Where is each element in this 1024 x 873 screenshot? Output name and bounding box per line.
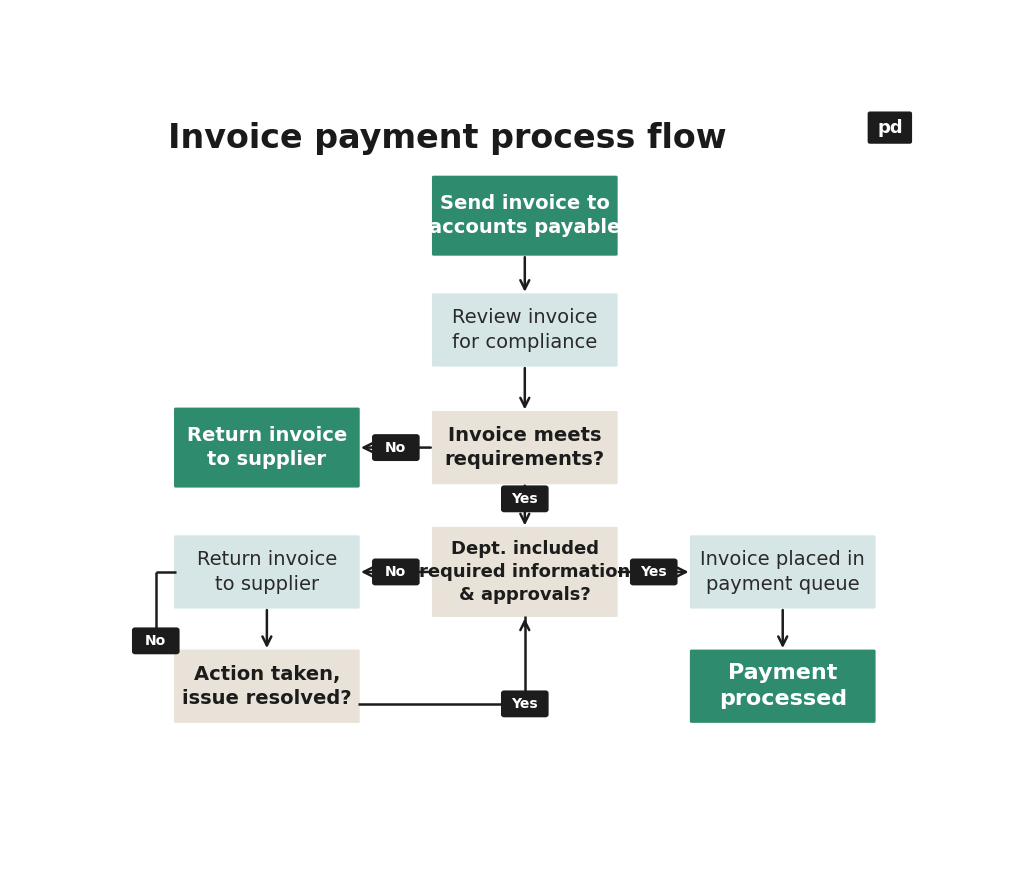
FancyBboxPatch shape (132, 628, 179, 654)
FancyBboxPatch shape (432, 527, 617, 617)
Text: Return invoice
to supplier: Return invoice to supplier (197, 550, 337, 594)
FancyBboxPatch shape (690, 650, 876, 723)
Text: Yes: Yes (511, 491, 539, 505)
FancyBboxPatch shape (501, 691, 549, 718)
FancyBboxPatch shape (432, 293, 617, 367)
Text: Dept. included
required information
& approvals?: Dept. included required information & ap… (419, 540, 631, 604)
FancyBboxPatch shape (690, 535, 876, 608)
Text: Invoice payment process flow: Invoice payment process flow (168, 121, 726, 155)
FancyBboxPatch shape (432, 175, 617, 256)
FancyBboxPatch shape (174, 650, 359, 723)
FancyBboxPatch shape (174, 535, 359, 608)
Text: Yes: Yes (640, 565, 667, 579)
FancyBboxPatch shape (432, 411, 617, 485)
Text: No: No (145, 634, 167, 648)
Text: Payment
processed: Payment processed (719, 663, 847, 709)
Text: Review invoice
for compliance: Review invoice for compliance (453, 308, 597, 352)
Text: Invoice placed in
payment queue: Invoice placed in payment queue (700, 550, 865, 594)
FancyBboxPatch shape (867, 112, 912, 144)
FancyBboxPatch shape (630, 559, 678, 586)
Text: Action taken,
issue resolved?: Action taken, issue resolved? (182, 664, 351, 708)
FancyBboxPatch shape (372, 434, 420, 461)
Text: Send invoice to
accounts payable: Send invoice to accounts payable (429, 194, 621, 237)
FancyBboxPatch shape (501, 485, 549, 512)
Text: No: No (385, 441, 407, 455)
Text: No: No (385, 565, 407, 579)
FancyBboxPatch shape (372, 559, 420, 586)
Text: pd: pd (877, 119, 903, 136)
Text: Yes: Yes (511, 697, 539, 711)
Text: Invoice meets
requirements?: Invoice meets requirements? (444, 426, 605, 469)
Text: Return invoice
to supplier: Return invoice to supplier (186, 426, 347, 469)
FancyBboxPatch shape (174, 408, 359, 488)
